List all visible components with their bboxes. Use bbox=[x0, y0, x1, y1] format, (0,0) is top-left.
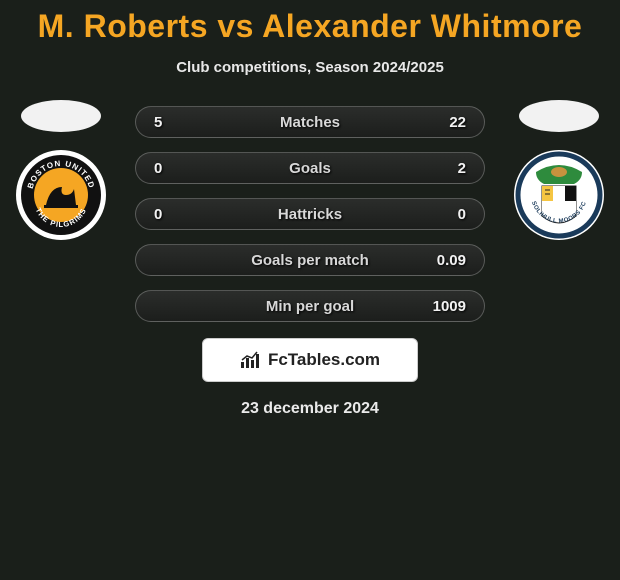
stat-pill: Min per goal 1009 bbox=[135, 290, 485, 322]
stat-right-value: 0.09 bbox=[426, 252, 466, 269]
stat-pill: Goals per match 0.09 bbox=[135, 244, 485, 276]
stat-label: Matches bbox=[194, 114, 426, 131]
stat-pill: 0 Goals 2 bbox=[135, 152, 485, 184]
club-badge-left: BOSTON UNITED THE PILGRIMS bbox=[16, 150, 106, 240]
player-right-avatar bbox=[519, 100, 599, 132]
stat-row: Goals per match 0.09 bbox=[135, 244, 485, 276]
brand-badge: FcTables.com bbox=[202, 338, 418, 382]
solihull-moors-crest-icon: SOLIHULL MOORS FC bbox=[514, 150, 604, 240]
stat-left-value: 0 bbox=[154, 206, 194, 223]
stat-left-value: 5 bbox=[154, 114, 194, 131]
stat-label: Min per goal bbox=[194, 298, 426, 315]
stat-row: Min per goal 1009 bbox=[135, 290, 485, 322]
stat-left-value: 0 bbox=[154, 160, 194, 177]
bar-chart-icon bbox=[240, 351, 262, 369]
page-title: M. Roberts vs Alexander Whitmore bbox=[0, 8, 620, 45]
player-left: BOSTON UNITED THE PILGRIMS bbox=[6, 100, 116, 240]
stat-right-value: 22 bbox=[426, 114, 466, 131]
date-label: 23 december 2024 bbox=[0, 400, 620, 418]
stat-label: Goals bbox=[194, 160, 426, 177]
stats-list: 5 Matches 22 0 Goals 2 0 Hattricks 0 bbox=[135, 106, 485, 322]
stat-row: 0 Goals 2 bbox=[135, 152, 485, 184]
stat-right-value: 1009 bbox=[426, 298, 466, 315]
comparison-card: M. Roberts vs Alexander Whitmore Club co… bbox=[0, 0, 620, 418]
brand-text: FcTables.com bbox=[268, 350, 380, 370]
main-area: BOSTON UNITED THE PILGRIMS bbox=[0, 106, 620, 418]
stat-pill: 0 Hattricks 0 bbox=[135, 198, 485, 230]
stat-right-value: 0 bbox=[426, 206, 466, 223]
player-right: SOLIHULL MOORS FC bbox=[504, 100, 614, 240]
boston-united-crest-icon: BOSTON UNITED THE PILGRIMS bbox=[16, 150, 106, 240]
stat-label: Goals per match bbox=[194, 252, 426, 269]
stat-row: 0 Hattricks 0 bbox=[135, 198, 485, 230]
stat-row: 5 Matches 22 bbox=[135, 106, 485, 138]
stat-pill: 5 Matches 22 bbox=[135, 106, 485, 138]
club-badge-right: SOLIHULL MOORS FC bbox=[514, 150, 604, 240]
stat-right-value: 2 bbox=[426, 160, 466, 177]
subtitle: Club competitions, Season 2024/2025 bbox=[0, 59, 620, 76]
stat-label: Hattricks bbox=[194, 206, 426, 223]
player-left-avatar bbox=[21, 100, 101, 132]
